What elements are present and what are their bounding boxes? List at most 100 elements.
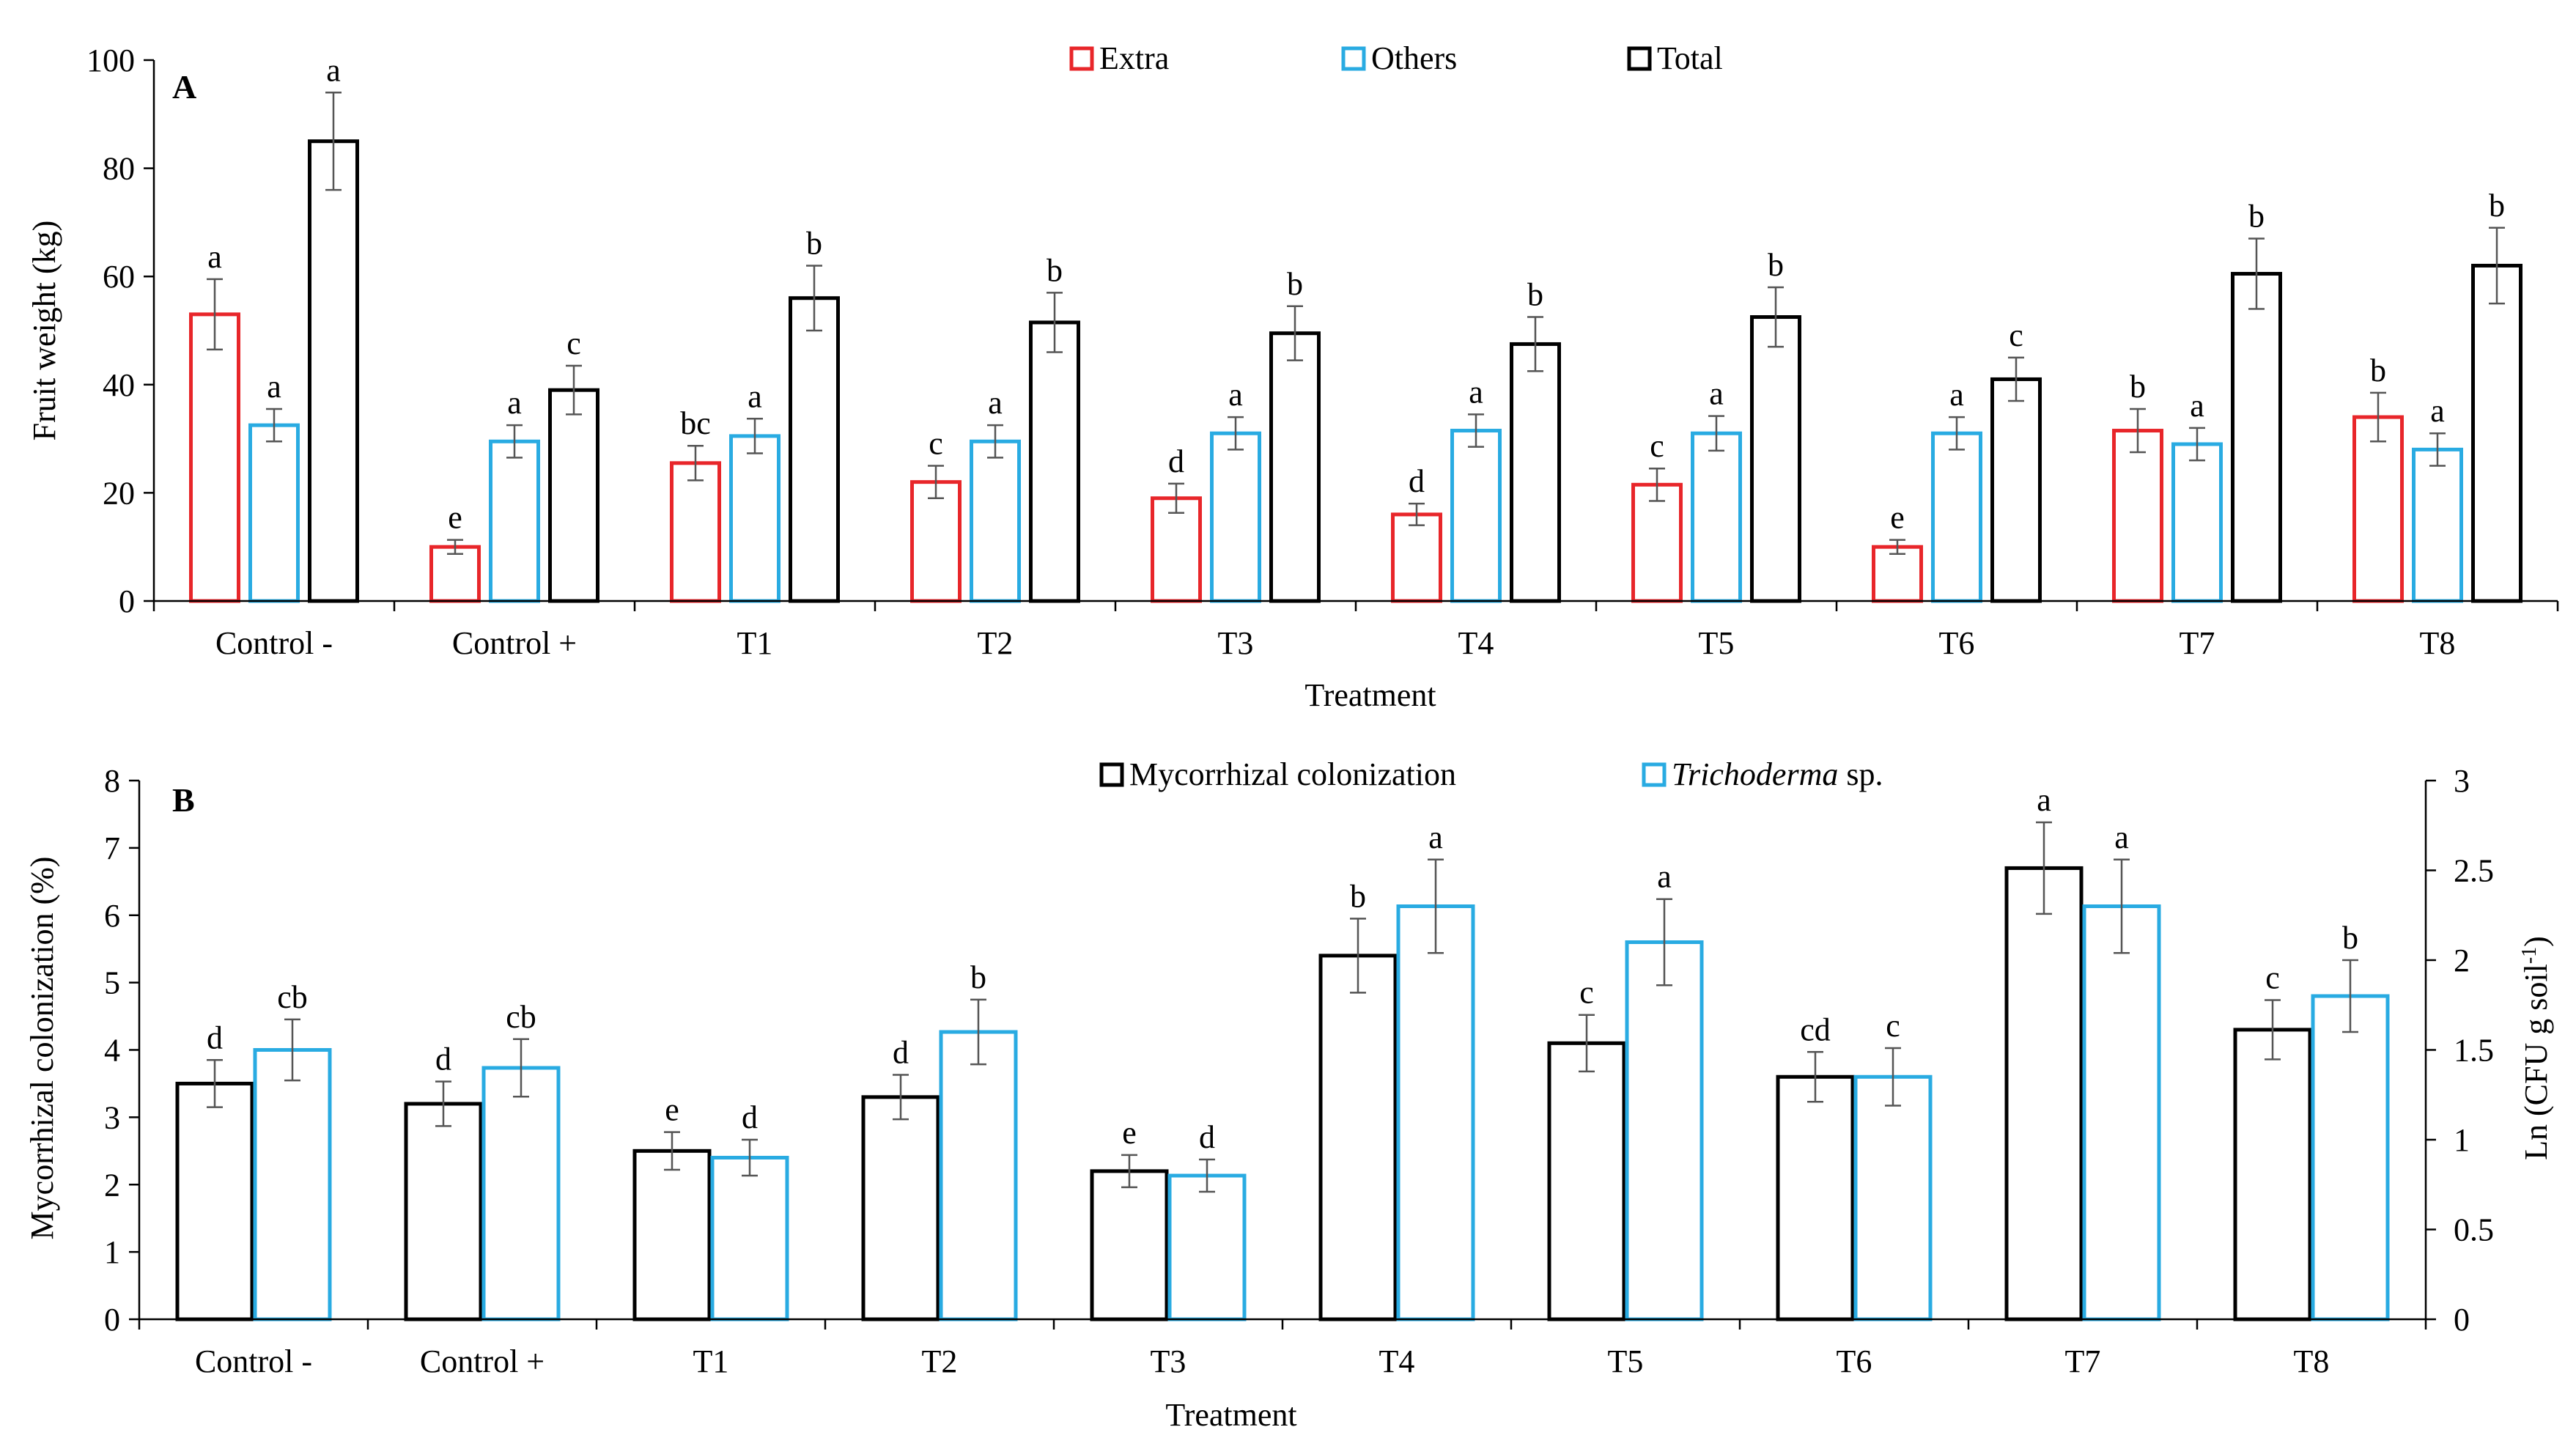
x-tick-label-t4: T4 <box>1458 625 1494 661</box>
significance-letter: a <box>748 378 762 414</box>
bar-trichoderma-control <box>481 1066 561 1321</box>
bar-total-control <box>548 388 599 603</box>
significance-letter: c <box>2009 317 2023 353</box>
significance-letter: c <box>567 325 581 361</box>
panel-b-y-ticks-right: 0 0.5 1 1.5 2 2.5 3 <box>2426 763 2494 1338</box>
significance-letter: b <box>2342 920 2358 956</box>
bar-others-t5 <box>1691 431 1742 603</box>
bar-others-t1 <box>729 434 780 603</box>
significance-letter: a <box>1949 377 1964 413</box>
bar-others-t8 <box>2412 447 2463 603</box>
bar-extra-t4 <box>1391 512 1442 603</box>
significance-letter: a <box>1657 859 1672 895</box>
x-tick-label-t5: T5 <box>1608 1343 1644 1379</box>
y-tick-label: 7 <box>104 830 120 866</box>
panel-b: B Mycorrhizal colonization Trichoderma s… <box>24 756 2554 1433</box>
bar-total-t5 <box>1750 315 1801 603</box>
bar-extra-t6 <box>1872 545 1923 603</box>
panel-b-x-ticks: Control - Control + T1 T2 T3 T4 T5 T6 T7 T8 <box>138 1319 2427 1379</box>
significance-letter: b <box>970 959 986 995</box>
significance-letter: c <box>1579 975 1594 1011</box>
significance-letter: d <box>742 1099 758 1135</box>
y-tick-label: 100 <box>86 43 135 78</box>
panel-a-y-label: Fruit weight (kg) <box>26 221 62 441</box>
bar-trichoderma-t4 <box>1396 904 1475 1321</box>
panel-b-label: B <box>172 781 195 819</box>
significance-letter: b <box>1527 277 1543 313</box>
significance-letter: a <box>2430 393 2445 429</box>
bar-total-t7 <box>2231 272 2282 603</box>
bar-total-t4 <box>1510 342 1561 603</box>
legend-swatch-trichoderma <box>1642 762 1667 787</box>
legend-swatch-total <box>1627 46 1652 71</box>
bar-mycorrhizal-colonization-control <box>175 1081 254 1321</box>
y-tick-label: 1 <box>104 1234 120 1270</box>
panel-b-bars: d d e d e b c cd a c cb cb d b d a a c a b <box>175 782 2390 1321</box>
y-tick-label: 0 <box>119 583 135 619</box>
y-tick-label: 4 <box>104 1033 120 1069</box>
bar-others-t6 <box>1931 431 1982 603</box>
x-tick-label-t1: T1 <box>737 625 773 661</box>
bar-others-control <box>248 423 300 603</box>
significance-letter: a <box>2190 388 2204 424</box>
panel-b-y-ticks: 0 1 2 3 4 5 6 7 8 <box>104 763 139 1338</box>
legend-label-mycorrhizal: Mycorrhizal colonization <box>1129 756 1456 792</box>
significance-letter: b <box>1350 878 1366 914</box>
bar-extra-t5 <box>1631 482 1683 603</box>
significance-letter: e <box>448 500 462 536</box>
bar-trichoderma-t7 <box>2082 904 2161 1321</box>
y-right-tick-label: 0.5 <box>2454 1212 2494 1248</box>
significance-letter: d <box>207 1020 223 1055</box>
panel-b-y-label-right-main: Ln (CFU g soil <box>2518 964 2554 1160</box>
significance-letter: e <box>1122 1115 1137 1151</box>
x-tick-label-control: Control - <box>195 1343 312 1379</box>
y-right-tick-label: 2 <box>2454 943 2470 978</box>
y-right-tick-label: 3 <box>2454 763 2470 799</box>
legend-swatch-extra <box>1069 46 1094 71</box>
bar-others-t2 <box>970 439 1021 603</box>
bar-extra-t2 <box>910 480 962 603</box>
legend-label-trichoderma-rest: sp. <box>1838 756 1883 792</box>
significance-letter: e <box>665 1092 679 1128</box>
y-tick-label: 80 <box>103 151 135 187</box>
significance-letter: a <box>2037 782 2051 818</box>
significance-letter: b <box>1287 266 1303 302</box>
bar-extra-t7 <box>2112 429 2163 603</box>
bar-others-control <box>489 439 540 603</box>
y-right-tick-label: 1.5 <box>2454 1033 2494 1069</box>
bar-others-t7 <box>2171 442 2223 603</box>
x-tick-label-t7: T7 <box>2065 1343 2101 1379</box>
x-tick-label-t7: T7 <box>2180 625 2215 661</box>
significance-letter: a <box>1709 376 1724 412</box>
panel-b-x-label: Treatment <box>1165 1397 1296 1433</box>
bar-mycorrhizal-colonization-t2 <box>861 1095 940 1321</box>
y-tick-label: 8 <box>104 763 120 799</box>
legend-label-others: Others <box>1371 40 1457 76</box>
significance-letter: c <box>2265 960 2280 996</box>
bar-extra-control <box>429 545 481 603</box>
significance-letter: a <box>988 385 1003 421</box>
y-tick-label: 40 <box>103 367 135 403</box>
significance-letter: cb <box>277 979 308 1015</box>
significance-letter: a <box>1469 374 1483 410</box>
bar-mycorrhizal-colonization-t1 <box>632 1148 712 1321</box>
bar-mycorrhizal-colonization-t8 <box>2233 1028 2312 1321</box>
bar-extra-t8 <box>2352 415 2404 603</box>
x-tick-label-control: Control + <box>420 1343 545 1379</box>
x-tick-label-t8: T8 <box>2294 1343 2330 1379</box>
y-tick-label: 0 <box>104 1302 120 1338</box>
x-tick-label-control: Control + <box>452 625 577 661</box>
bar-mycorrhizal-colonization-t6 <box>1776 1074 1855 1321</box>
x-tick-label-t5: T5 <box>1699 625 1735 661</box>
panel-a-x-ticks: Control - Control + T1 T2 T3 T4 T5 T6 T7 T8 <box>152 601 2559 661</box>
significance-letter: c <box>1886 1008 1900 1044</box>
bar-trichoderma-t5 <box>1625 940 1704 1321</box>
panel-b-y-label-right-sup: -1 <box>2518 947 2541 964</box>
x-tick-label-t6: T6 <box>1837 1343 1872 1379</box>
significance-letter: d <box>1409 463 1425 499</box>
legend-label-trichoderma: Trichoderma sp. <box>1672 756 1883 792</box>
y-tick-label: 60 <box>103 259 135 295</box>
